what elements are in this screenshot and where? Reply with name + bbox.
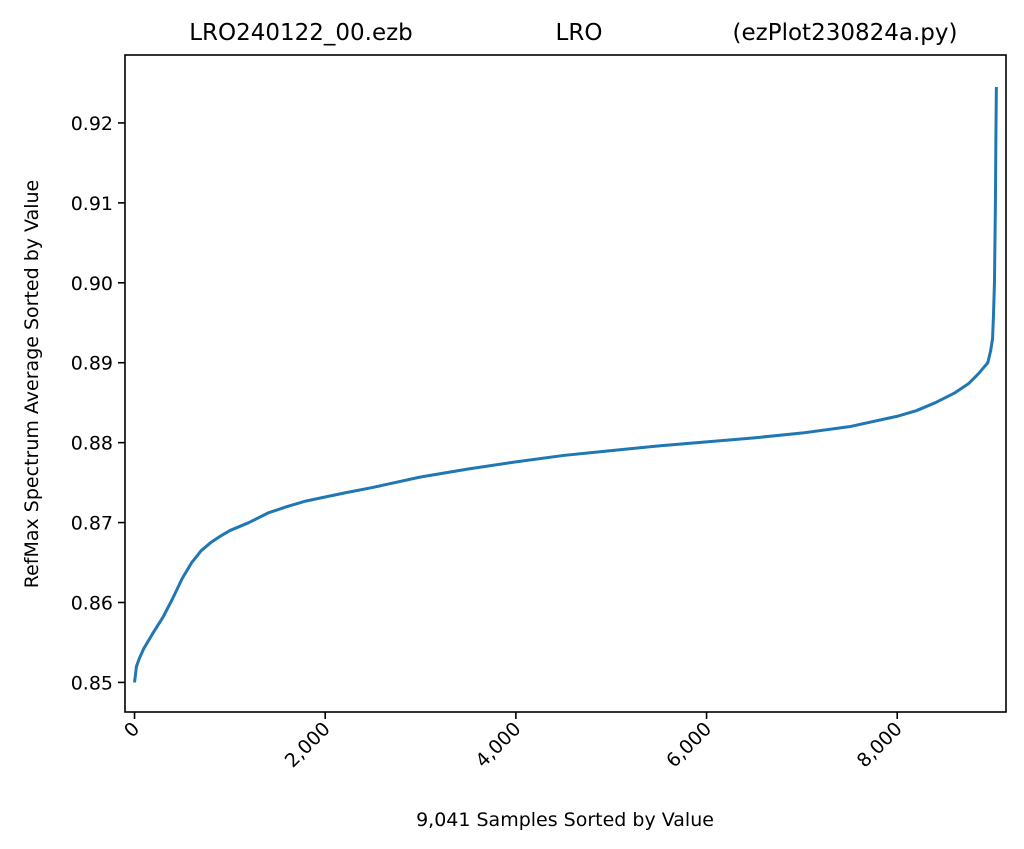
y-tick-label: 0.87	[71, 513, 113, 535]
y-tick-label: 0.92	[71, 113, 113, 135]
y-tick-label: 0.91	[71, 193, 113, 215]
plot-frame	[124, 54, 1007, 713]
y-tick-label: 0.85	[71, 672, 113, 694]
y-axis-label: RefMax Spectrum Average Sorted by Value	[21, 180, 43, 588]
y-tick-label: 0.86	[71, 593, 113, 615]
series-line	[133, 86, 998, 683]
x-axis-label: 9,041 Samples Sorted by Value	[416, 809, 714, 831]
y-tick-label: 0.90	[71, 273, 113, 295]
y-tick-label: 0.88	[71, 433, 113, 455]
y-tick-label: 0.89	[71, 353, 113, 375]
chart-title-site: LRO	[556, 20, 603, 46]
chart-title-file: LRO240122_00.ezb	[189, 20, 413, 46]
chart-title-script: (ezPlot230824a.py)	[733, 20, 958, 46]
y-axis: 0.85 0.86 0.87 0.88 0.89 0.90 0.91 0.92	[71, 113, 125, 694]
